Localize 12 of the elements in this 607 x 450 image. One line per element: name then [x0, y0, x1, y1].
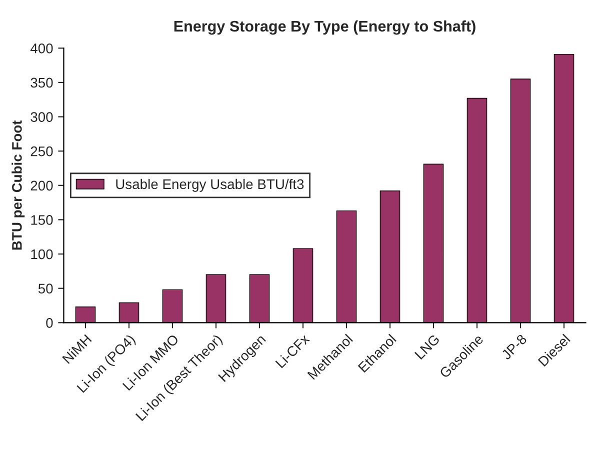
- y-tick-label: 300: [30, 112, 53, 122]
- y-axis-title: BTU per Cubic Foot: [12, 120, 25, 250]
- chart-title: Energy Storage By Type (Energy to Shaft): [174, 20, 476, 35]
- legend-label: Usable Energy Usable BTU/ft3: [116, 178, 304, 192]
- y-tick-label: 400: [30, 43, 53, 54]
- y-tick-label: 200: [30, 180, 53, 191]
- y-tick-label: 50: [38, 284, 53, 294]
- y-tick-label: 250: [30, 146, 53, 156]
- y-tick-label: 150: [31, 215, 53, 225]
- y-tick-label: 100: [31, 249, 53, 260]
- y-tick-label: 0: [46, 318, 53, 328]
- y-tick-label: 350: [30, 78, 53, 88]
